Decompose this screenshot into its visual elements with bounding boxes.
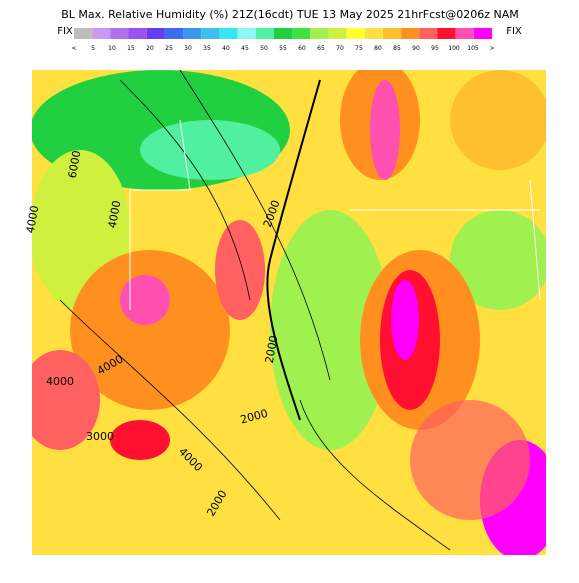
colorbar-label: 95 — [431, 45, 439, 52]
colorbar: <5 10 15 20 25 30 35 40 45 50 55 60 65 70 75 80 85 90 95 10… — [71, 28, 495, 52]
color-swatch — [419, 28, 438, 39]
color-swatch — [292, 28, 311, 39]
color-swatch — [364, 28, 383, 39]
contour-label: 4000 — [24, 204, 42, 234]
color-swatch — [382, 28, 402, 39]
color-swatch — [346, 28, 365, 39]
boundary — [129, 119, 541, 310]
contour — [59, 70, 451, 551]
colorbar-label: < — [71, 45, 76, 52]
color-swatch — [92, 28, 111, 39]
colorbar-label: 50 — [260, 45, 268, 52]
colorbar-label: 55 — [279, 45, 287, 52]
colorbar-label: 45 — [241, 45, 249, 52]
colorbar-label: 60 — [298, 45, 306, 52]
map — [32, 70, 546, 555]
colorbar-label: 30 — [184, 45, 192, 52]
field — [270, 210, 390, 450]
field — [110, 420, 170, 460]
colorbar-label: > — [489, 45, 494, 52]
colorbar-label: 80 — [374, 45, 382, 52]
color-swatch — [437, 28, 456, 39]
color-swatch — [74, 28, 93, 39]
field — [410, 400, 530, 520]
contour — [266, 79, 321, 421]
color-swatch — [328, 28, 347, 39]
contour-label: 2000 — [263, 334, 281, 364]
colorbar-label: 35 — [203, 45, 211, 52]
colorbar-label: 100 — [448, 45, 460, 52]
colorbar-label: 105 — [467, 45, 479, 52]
field — [32, 350, 100, 450]
field — [215, 220, 265, 320]
color-swatch — [455, 28, 474, 39]
contour-label: 4000 — [46, 375, 74, 388]
color-swatch — [164, 28, 184, 39]
colorbar-label: 5 — [91, 45, 95, 52]
contour-label: 4000 — [106, 199, 124, 229]
colorbar-label: 10 — [108, 45, 116, 52]
color-swatch — [128, 28, 147, 39]
field — [450, 70, 546, 170]
fix-left: FIX — [57, 26, 73, 37]
colorbar-label: 75 — [355, 45, 363, 52]
field — [450, 210, 546, 310]
colorbar-label: 20 — [146, 45, 154, 52]
color-swatch — [273, 28, 293, 39]
colorbar-label: 25 — [165, 45, 173, 52]
color-swatch — [401, 28, 420, 39]
color-swatch — [237, 28, 256, 39]
color-swatch — [310, 28, 329, 39]
field — [391, 280, 419, 360]
fix-right: FIX — [506, 26, 522, 37]
field — [140, 120, 280, 180]
color-swatch — [146, 28, 165, 39]
colorbar-label: 65 — [317, 45, 325, 52]
colorbar-label: 90 — [412, 45, 420, 52]
colorbar-label: 70 — [336, 45, 344, 52]
contour-label: 3000 — [86, 430, 114, 443]
colorbar-label: 40 — [222, 45, 230, 52]
color-swatch — [183, 28, 202, 39]
color-swatch — [201, 28, 220, 39]
contour-label: 6000 — [66, 149, 84, 179]
field — [370, 80, 400, 180]
field — [120, 275, 170, 325]
color-swatch — [255, 28, 274, 39]
field — [70, 250, 230, 410]
colorbar-label: 15 — [127, 45, 135, 52]
color-swatch — [110, 28, 129, 39]
color-swatch — [219, 28, 238, 39]
colorbar-label: 85 — [393, 45, 401, 52]
title: BL Max. Relative Humidity (%) 21Z(16cdt)… — [61, 8, 518, 21]
color-swatch — [473, 28, 492, 39]
